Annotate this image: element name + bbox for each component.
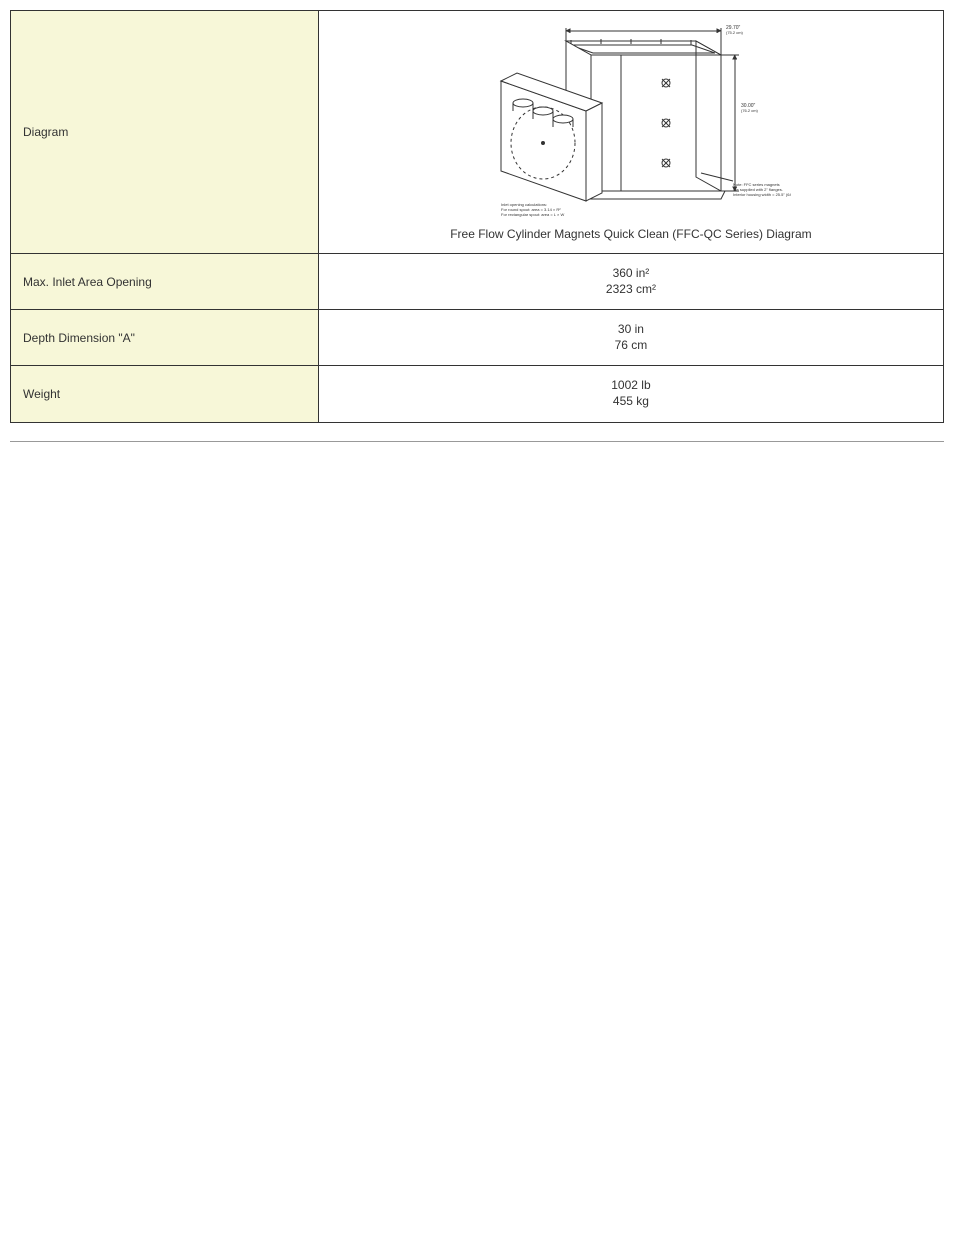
row-diagram-value-cell: 29.70" (75.2 cm) 30.00" (76.2 cm) Note: … xyxy=(318,11,943,254)
row-inlet-label: Max. Inlet Area Opening xyxy=(23,275,152,289)
row-diagram: Diagram xyxy=(11,11,944,254)
inlet-line3: For rectangular spout: area = L × W xyxy=(501,212,564,217)
row-inlet-value-2: 2323 cm² xyxy=(331,282,931,298)
ffc-qc-diagram: 29.70" (75.2 cm) 30.00" (76.2 cm) Note: … xyxy=(471,23,791,223)
row-weight-label: Weight xyxy=(23,387,60,401)
row-weight: Weight 1002 lb 455 kg xyxy=(11,366,944,422)
section-rule xyxy=(10,441,944,442)
row-depth-value-2: 76 cm xyxy=(331,338,931,354)
row-inlet-label-cell: Max. Inlet Area Opening xyxy=(11,254,319,310)
row-weight-value-2: 455 kg xyxy=(331,394,931,410)
row-weight-value-cell: 1002 lb 455 kg xyxy=(318,366,943,422)
row-inlet-value-cell: 360 in² 2323 cm² xyxy=(318,254,943,310)
row-diagram-label-cell: Diagram xyxy=(11,11,319,254)
row-inlet-value-1: 360 in² xyxy=(331,266,931,282)
row-weight-value-1: 1002 lb xyxy=(331,378,931,394)
spec-table: Diagram xyxy=(10,10,944,423)
diagram-caption: Free Flow Cylinder Magnets Quick Clean (… xyxy=(331,227,931,241)
row-inlet: Max. Inlet Area Opening 360 in² 2323 cm² xyxy=(11,254,944,310)
dim-side-secondary: (76.2 cm) xyxy=(741,108,759,113)
row-depth-value-cell: 30 in 76 cm xyxy=(318,310,943,366)
row-diagram-label: Diagram xyxy=(23,125,68,139)
dim-top-secondary: (75.2 cm) xyxy=(726,30,744,35)
row-depth-label-cell: Depth Dimension "A" xyxy=(11,310,319,366)
row-depth: Depth Dimension "A" 30 in 76 cm xyxy=(11,310,944,366)
note-line3: Interior housing width = 25.5" (64.8 cm) xyxy=(733,192,791,197)
row-depth-label: Depth Dimension "A" xyxy=(23,331,135,345)
row-weight-label-cell: Weight xyxy=(11,366,319,422)
row-depth-value-1: 30 in xyxy=(331,322,931,338)
